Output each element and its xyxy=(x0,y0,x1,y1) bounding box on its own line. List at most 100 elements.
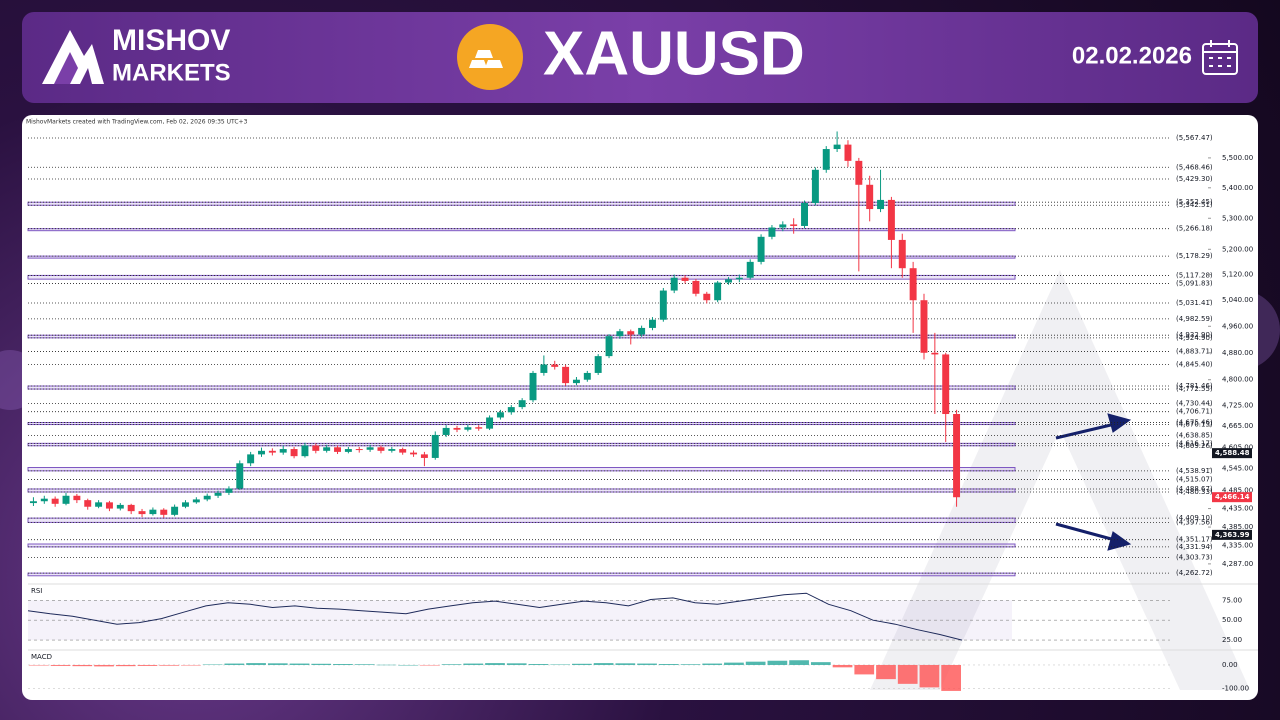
logo-icon xyxy=(42,30,104,84)
macd-bar xyxy=(398,664,418,666)
candle-body xyxy=(572,379,580,384)
candle-body xyxy=(670,277,678,291)
macd-bar xyxy=(810,662,831,665)
candle-body xyxy=(203,495,211,500)
candle-body xyxy=(62,495,70,504)
level-label: (4,932.90) xyxy=(1176,331,1213,339)
candle-body xyxy=(638,327,646,335)
candle-body xyxy=(540,364,548,373)
macd-bar xyxy=(941,664,961,691)
candle-body xyxy=(95,502,103,507)
macd-bar xyxy=(246,663,266,665)
candle-body xyxy=(138,511,146,515)
candle-body xyxy=(746,261,754,278)
level-label: (4,351.17) xyxy=(1176,536,1213,544)
level-label: (5,342.51) xyxy=(1176,201,1213,209)
macd-bar xyxy=(159,664,180,666)
price-marker xyxy=(1212,448,1252,459)
candle-body xyxy=(116,504,124,509)
candle-body xyxy=(464,427,472,430)
candle-body xyxy=(790,224,798,226)
zone xyxy=(27,467,1016,472)
candle-body xyxy=(420,454,428,458)
zone xyxy=(27,422,1016,426)
candle-body xyxy=(127,504,135,512)
macd-bar xyxy=(680,664,701,665)
candle-body xyxy=(399,449,407,453)
y-tick-label: 5,300.00 xyxy=(1222,214,1253,222)
level-label: (4,845.40) xyxy=(1176,360,1213,368)
macd-bar xyxy=(94,664,114,667)
level-label: (4,706.71) xyxy=(1176,408,1213,416)
macd-bar xyxy=(267,663,288,665)
macd-bar xyxy=(441,664,462,665)
candle-body xyxy=(496,412,504,418)
y-tick-label: 4,880.00 xyxy=(1222,349,1253,357)
zone xyxy=(27,517,1016,523)
candle-body xyxy=(40,498,48,502)
date: 02.02.2026 xyxy=(1072,42,1192,69)
price-marker xyxy=(1212,529,1252,540)
zone xyxy=(27,572,1016,577)
rsi-tick-label: 75.00 xyxy=(1222,596,1242,604)
zone xyxy=(27,201,1016,206)
y-tick-label: 4,800.00 xyxy=(1222,376,1253,384)
candle-body xyxy=(931,352,939,355)
macd-bar xyxy=(572,663,592,665)
candle-body xyxy=(160,509,168,515)
candle-body xyxy=(811,169,819,203)
macd-bar xyxy=(224,663,245,665)
candle-body xyxy=(377,447,385,451)
candle-body xyxy=(507,407,515,413)
candle-body xyxy=(171,506,179,515)
candle-body xyxy=(323,447,331,451)
level-label: (4,488.67) xyxy=(1176,485,1213,493)
level-label: (4,515.07) xyxy=(1176,475,1213,483)
candle-body xyxy=(182,502,189,507)
candle-body xyxy=(887,199,895,240)
macd-bar xyxy=(485,663,505,665)
candle-body xyxy=(909,268,917,301)
macd-bar xyxy=(311,663,332,665)
rsi-line xyxy=(27,592,963,641)
zone xyxy=(27,488,1016,493)
attribution: MishovMarkets created with TradingView.c… xyxy=(26,119,248,126)
candle-body xyxy=(29,501,37,504)
macd-bar xyxy=(137,664,158,666)
level-label: (4,730.44) xyxy=(1176,399,1213,407)
candle-body xyxy=(659,290,667,320)
level-label: (4,303.73) xyxy=(1176,554,1213,562)
level-label: (4,409.10) xyxy=(1176,514,1213,522)
panel-title: MACD xyxy=(31,653,52,661)
candle-body xyxy=(334,447,341,452)
candle-body xyxy=(475,427,483,429)
macd-bar xyxy=(897,664,918,684)
header-bar xyxy=(22,12,1258,103)
candle-body xyxy=(735,277,743,280)
y-tick-label: 4,485.00 xyxy=(1222,486,1253,494)
y-tick-label: 4,335.00 xyxy=(1222,542,1253,550)
macd-bar xyxy=(919,664,940,688)
candle-body xyxy=(594,356,602,373)
level-label: (5,091.83) xyxy=(1176,280,1213,288)
candle-body xyxy=(725,279,732,283)
brand-name: MARKETS xyxy=(112,59,231,86)
candle-body xyxy=(801,202,808,226)
calendar-icon xyxy=(1202,40,1238,75)
macd-bar xyxy=(854,664,875,675)
y-tick-label: 4,435.00 xyxy=(1222,505,1253,513)
candle-body xyxy=(627,331,635,335)
y-tick-label: 5,500.00 xyxy=(1222,154,1253,162)
level-label: (4,609.26) xyxy=(1176,442,1213,450)
candle-body xyxy=(388,449,396,451)
macd-bar xyxy=(789,660,809,665)
level-label: (4,670.13) xyxy=(1176,420,1213,428)
y-tick-label: 5,400.00 xyxy=(1222,184,1253,192)
candle-body xyxy=(562,366,570,384)
level-label: (4,638.85) xyxy=(1176,431,1213,439)
plot: (5,567.47) (5,468.46) (5,429.30) (5,352.45)… xyxy=(27,131,1258,693)
panel-title: RSI xyxy=(31,587,42,595)
macd-bar xyxy=(202,664,223,666)
candle-body xyxy=(431,434,439,458)
